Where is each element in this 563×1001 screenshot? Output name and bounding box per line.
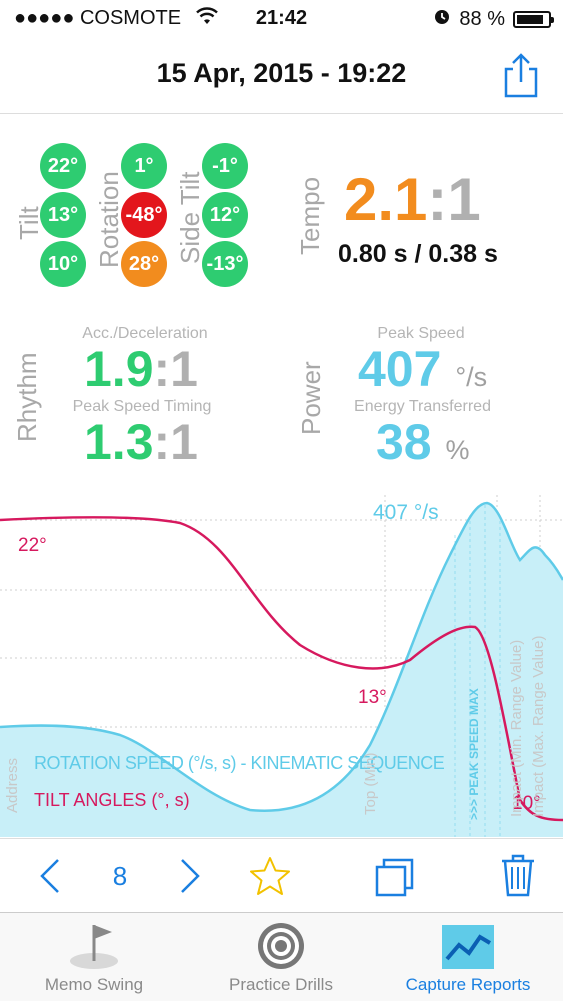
report-toolbar: 8 — [0, 838, 563, 913]
tempo-times: 0.80 s / 0.38 s — [338, 240, 498, 268]
nav-header: 15 Apr, 2015 - 19:22 — [0, 38, 563, 114]
tilt-angle-line — [0, 516, 563, 822]
energy-transferred-value: 38 — [376, 414, 432, 470]
next-button[interactable] — [178, 857, 202, 900]
acc-decel-ratio: 1.9:1 — [84, 340, 198, 398]
status-bar: ●●●●● COSMOTE 21:42 88 % — [0, 0, 563, 38]
peak-speed-value: 407 — [358, 341, 442, 397]
tab-capture-reports[interactable]: Capture Reports — [390, 913, 546, 1001]
peak-speed: 407 °/s — [358, 340, 487, 398]
rotation-value-top: -48° — [121, 192, 167, 238]
rotation-speed-area — [0, 503, 563, 837]
rotation-value-address: 1° — [121, 143, 167, 189]
peak-speed-timing-label: Peak Speed Timing — [72, 398, 212, 415]
rotation-label: Rotation — [94, 171, 124, 268]
peak-speed-timing-suffix: :1 — [153, 414, 198, 470]
clock: 21:42 — [255, 7, 308, 29]
alarm-icon — [433, 7, 451, 31]
tab-capture-reports-label: Capture Reports — [405, 975, 531, 994]
tab-practice-drills[interactable]: Practice Drills — [210, 913, 352, 1001]
power-label: Power — [296, 361, 326, 435]
target-icon — [258, 923, 304, 969]
acc-decel-label: Acc./Deceleration — [82, 325, 208, 342]
delete-button[interactable] — [500, 853, 536, 902]
side-tilt-value-top: 12° — [202, 192, 248, 238]
marker-address: Address — [4, 757, 21, 813]
copy-icon — [375, 858, 414, 897]
tilt-value-top: 13° — [40, 192, 86, 238]
tab-memo-swing-label: Memo Swing — [44, 975, 144, 994]
acc-decel-value: 1.9 — [84, 341, 154, 397]
star-icon — [250, 857, 290, 895]
chart-svg — [0, 495, 563, 837]
chart-peak-label: 407 °/s — [373, 501, 439, 524]
chart-legend-tilt: TILT ANGLES (°, s) — [34, 790, 190, 810]
peak-speed-label: Peak Speed — [377, 325, 465, 342]
share-icon — [504, 53, 538, 98]
tempo-ratio-value: 2.1 — [344, 166, 428, 233]
energy-transferred-label: Energy Transferred — [354, 398, 491, 415]
marker-impact-max: Impact (Max. Range Value) — [530, 635, 547, 817]
side-tilt-value-impact: -13° — [202, 241, 248, 287]
rhythm-label: Rhythm — [12, 352, 42, 442]
tab-bar: Memo Swing Practice Drills Capture Repor… — [0, 912, 563, 1001]
favorite-button[interactable] — [248, 855, 292, 902]
battery-percent: 88 % — [459, 7, 505, 30]
energy-transferred-unit: % — [445, 435, 470, 465]
side-tilt-value-address: -1° — [202, 143, 248, 189]
chart-icon — [442, 925, 494, 969]
tempo-ratio-suffix: :1 — [427, 166, 481, 233]
compare-button[interactable] — [374, 857, 416, 902]
swing-chart: 407 °/s 22° 13° 10° ROTATION SPEED (°/s,… — [0, 495, 563, 837]
chart-legend-rotation: ROTATION SPEED (°/s, s) - KINEMATIC SEQU… — [34, 753, 445, 773]
tab-practice-drills-label: Practice Drills — [229, 975, 333, 994]
battery-icon — [513, 10, 554, 28]
peak-speed-timing-ratio: 1.3:1 — [84, 413, 198, 471]
previous-button[interactable] — [38, 857, 62, 900]
golf-flag-icon — [70, 925, 118, 969]
chart-tilt-end: 10° — [512, 793, 541, 814]
marker-impact-min: Impact (Min. Range Value) — [508, 639, 525, 817]
page-title: 15 Apr, 2015 - 19:22 — [156, 58, 407, 88]
tempo-ratio: 2.1:1 — [344, 165, 481, 234]
acc-decel-suffix: :1 — [153, 341, 198, 397]
peak-speed-timing-value: 1.3 — [84, 414, 154, 470]
tilt-value-address: 22° — [40, 143, 86, 189]
energy-transferred: 38 % — [376, 413, 470, 471]
trash-icon — [502, 854, 534, 897]
tab-memo-swing[interactable]: Memo Swing — [20, 913, 168, 1001]
tempo-label: Tempo — [295, 176, 325, 255]
chart-tilt-mid: 13° — [358, 687, 387, 708]
marker-top: Top (Min) — [362, 752, 379, 815]
share-button[interactable] — [501, 52, 541, 98]
tilt-value-impact: 10° — [40, 241, 86, 287]
wifi-icon — [196, 7, 218, 31]
rotation-value-impact: 28° — [121, 241, 167, 287]
carrier: ●●●●● COSMOTE — [14, 7, 182, 29]
marker-peak-speed: >>> PEAK SPEED MAX — [467, 688, 481, 820]
chevron-left-icon — [40, 859, 59, 893]
chart-tilt-start: 22° — [18, 535, 47, 556]
page-number: 8 — [112, 861, 128, 891]
peak-speed-unit: °/s — [455, 362, 488, 392]
chevron-right-icon — [181, 859, 200, 893]
